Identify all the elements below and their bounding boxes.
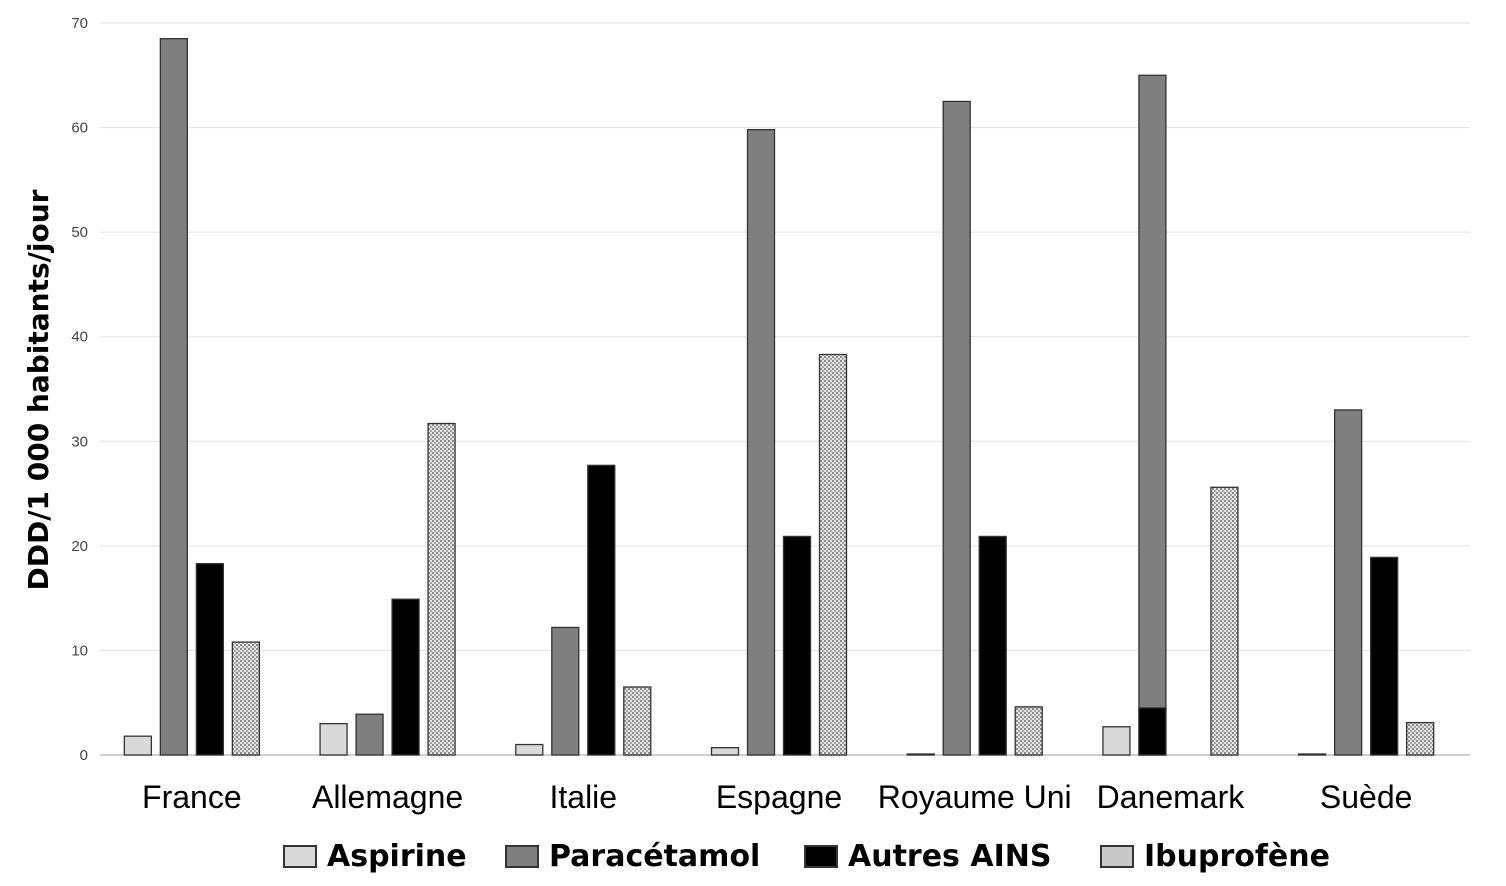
bar-autres-ains-danemark [1138,707,1167,756]
legend-swatch-paracetamol [505,844,539,868]
y-tick-label: 30 [71,433,88,450]
bar-parac-tamol-italie [551,626,580,756]
bar-parac-tamol-danemark [1138,74,1167,756]
y-tick-label: 10 [71,642,88,659]
y-axis-label: DDD/1 000 habitants/jour [22,189,55,590]
bar-aspirine-france [123,735,153,756]
bar-aspirine-espagne [710,747,740,756]
bar-autres-ains-allemagne [391,598,420,756]
y-tick-label: 70 [71,15,88,32]
bar-aspirine-su-de [1297,753,1327,756]
legend-item-paracetamol: Paracétamol [505,834,760,878]
bar-ibuprof-ne-italie [623,686,652,756]
gridlines [100,22,1470,756]
category-label: Royaume Uni [878,779,1072,815]
legend-swatch-autres-ains [804,844,838,868]
bar-autres-ains-espagne [782,535,812,756]
category-label: Italie [549,779,617,815]
bar-aspirine-royaume-uni [906,753,935,756]
legend-label-autres-ains: Autres AINS [848,838,1052,874]
legend-item-aspirine: Aspirine [283,834,467,878]
y-tick-label: 60 [71,120,88,137]
category-label: Allemagne [312,779,463,815]
bars [123,38,1435,756]
bar-parac-tamol-espagne [746,129,776,756]
category-label: Espagne [716,779,842,815]
bar-ibuprof-ne-royaume-uni [1014,706,1043,756]
bar-ibuprof-ne-espagne [818,353,848,756]
bar-ibuprof-ne-allemagne [427,422,456,756]
bar-ibuprof-ne-france [231,641,261,756]
bar-autres-ains-italie [587,464,616,756]
category-label: Danemark [1097,779,1246,815]
legend-swatch-ibuprofene [1100,844,1134,868]
y-tick-label: 20 [71,538,88,555]
category-label: France [142,779,242,815]
y-tick-label: 0 [80,747,88,764]
bar-parac-tamol-royaume-uni [942,100,971,756]
bar-ibuprof-ne-su-de [1405,721,1435,756]
legend-item-ibuprofene: Ibuprofène [1100,834,1330,878]
legend-label-aspirine: Aspirine [327,838,467,874]
bar-parac-tamol-su-de [1333,409,1363,756]
legend-swatch-aspirine [283,844,317,868]
legend-label-paracetamol: Paracétamol [549,838,761,874]
legend: Aspirine Paracétamol Autres AINS Ibuprof… [0,834,1506,878]
category-label: Suède [1320,779,1413,815]
bar-autres-ains-su-de [1369,556,1399,756]
bar-aspirine-italie [515,743,544,756]
y-tick-label: 40 [71,329,88,346]
bar-aspirine-allemagne [319,722,348,756]
legend-label-ibuprofene: Ibuprofène [1144,838,1330,874]
bar-parac-tamol-allemagne [355,713,384,756]
bar-autres-ains-royaume-uni [978,535,1007,756]
bar-aspirine-danemark [1102,726,1131,756]
bar-parac-tamol-france [159,38,189,756]
bar-autres-ains-france [195,562,225,756]
bar-ibuprof-ne-danemark [1210,486,1239,756]
y-tick-labels: 0 10 20 30 40 50 60 70 [71,15,88,764]
category-labels: France Allemagne Italie Espagne Royaume Uni D… [142,779,1412,815]
y-tick-label: 50 [71,224,88,241]
legend-item-autres-ains: Autres AINS [804,834,1051,878]
